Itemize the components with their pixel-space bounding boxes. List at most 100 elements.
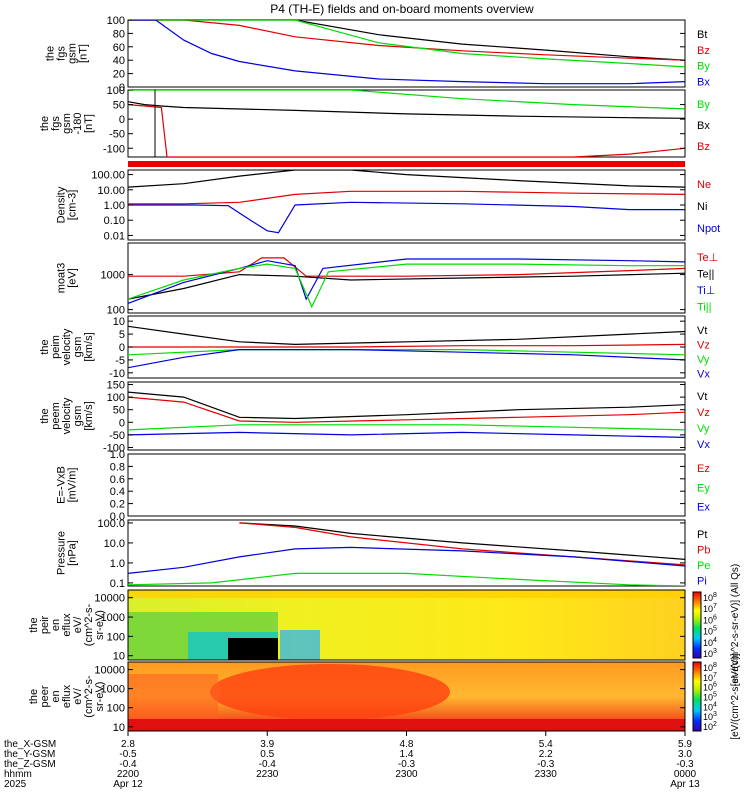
legend-Ez: Ez — [697, 463, 710, 475]
colorbar-tick: 103 — [703, 711, 717, 722]
legend-Ti⊥: Ti⊥ — [697, 285, 715, 297]
panel-frame — [127, 242, 686, 314]
legend-Pe: Pe — [697, 560, 710, 572]
ytick-label: 100 — [107, 15, 125, 27]
legend-Vt: Vt — [697, 325, 707, 337]
legend-By: By — [697, 99, 710, 111]
series-Vx — [128, 431, 685, 438]
series-Npot — [128, 201, 685, 234]
xtick-label: Apr 13 — [670, 779, 700, 790]
ytick-label: 100 — [107, 631, 125, 643]
colorbar-tick: 106 — [703, 682, 717, 693]
xaxis-row-label: the_X-GSM — [4, 739, 56, 750]
ytick-label: 0.01 — [104, 230, 125, 242]
series-Te|| — [128, 272, 685, 300]
ytick-label: 10.00 — [97, 185, 125, 197]
ylabel-line: [mV/m] — [67, 468, 79, 503]
ytick-label: -50 — [109, 430, 125, 442]
ytick-label: -50 — [109, 129, 125, 141]
ytick-label: -100 — [103, 143, 125, 155]
heatmap-band — [128, 590, 685, 598]
ylabel-line: the — [39, 408, 51, 423]
legend-Ex: Ex — [697, 502, 710, 514]
legend-Ti||: Ti|| — [697, 302, 711, 314]
colorbar-tick: 104 — [703, 637, 717, 648]
ylabel-line: moat3 — [56, 263, 68, 294]
xtick-label: 2230 — [256, 769, 279, 780]
ytick-label: 0 — [119, 417, 125, 429]
panel-frame — [127, 89, 686, 158]
ylabel-line: gsm — [72, 337, 84, 358]
legend-Vx: Vx — [697, 369, 710, 381]
colorbar-label: [eV/(cm^2-s-sr-eV)] — [730, 653, 741, 740]
series-Ne — [128, 190, 685, 205]
series-Vx — [128, 349, 685, 369]
legend-Vt: Vt — [697, 391, 707, 403]
legend-Ni: Ni — [697, 201, 707, 213]
xaxis-row-label: the_Y-GSM — [4, 749, 55, 760]
ytick-label: 150 — [107, 380, 125, 392]
panel-10: 10000 1000 100 10 the peer en eflux eV/(cm^2-s-s… — [28, 661, 686, 734]
ylabel-line: the — [39, 339, 51, 354]
ylabel-line: the — [45, 46, 57, 61]
ytick-label: 0.2 — [110, 499, 125, 511]
ytick-label: -5 — [115, 355, 125, 367]
legend-Vy: Vy — [697, 423, 710, 435]
colorbar-tick: 108 — [703, 662, 717, 673]
ytick-label: 100 — [107, 305, 125, 317]
legend-Bz: Bz — [697, 45, 710, 57]
ylabel-line: gsm — [72, 406, 84, 427]
legend-Pt: Pt — [697, 529, 707, 541]
ytick-label: 0.8 — [110, 461, 125, 473]
ytick-label: 0.10 — [104, 215, 125, 227]
series-Bt — [128, 20, 685, 61]
panel-3: 100.00 10.00 1.00 0.10 0.01 Density [cm-3] Ne Ni… — [56, 169, 720, 242]
ylabel-line: peim — [50, 335, 62, 359]
legend-Bz: Bz — [697, 141, 710, 153]
legend-Vx: Vx — [697, 439, 710, 451]
ylabel-line: eflux — [61, 684, 73, 708]
xtick-label: -0.3 — [398, 759, 416, 770]
xtick-label: 2.8 — [121, 739, 135, 750]
panel-frame — [127, 453, 686, 517]
ytick-label: 50 — [113, 405, 125, 417]
ytick-label: 60 — [113, 42, 125, 54]
ytick-label: -100 — [103, 442, 125, 454]
ylabel-line: [km/s] — [83, 332, 95, 361]
ylabel-line: gsm — [61, 113, 73, 134]
xaxis-row-label: the_Z-GSM — [4, 759, 56, 770]
xtick-label: 3.0 — [678, 749, 692, 760]
legend-Vz: Vz — [697, 407, 710, 419]
ytick-label: 0.6 — [110, 474, 125, 486]
ylabel-line: [nPa] — [67, 540, 79, 566]
figure-title: P4 (TH-E) fields and on-board moments ov… — [270, 2, 534, 16]
ylabel-line: peir — [39, 615, 51, 634]
series-Vt — [128, 325, 685, 346]
series-By — [128, 20, 685, 68]
ylabel-line: sr-eV) — [94, 682, 106, 712]
panel-2: 100 50 0 -50 -100 the fgs gsm -180 [nT] By Bx Bz — [39, 85, 710, 167]
ylabel-line: peem — [50, 402, 62, 430]
ytick-label: 10.0 — [104, 538, 125, 550]
ytick-label: 0.4 — [110, 486, 125, 498]
ylabel-line: en — [50, 619, 62, 631]
ytick-label: 1.00 — [104, 200, 125, 212]
series-Pe — [128, 572, 685, 586]
series-Vt — [128, 391, 685, 420]
ylabel-line: (cm^2-s- — [83, 675, 95, 718]
legend-Te⊥: Te⊥ — [697, 252, 718, 264]
ylabel-line: eV/ — [72, 687, 84, 704]
xtick-label: 5.9 — [678, 739, 692, 750]
xaxis-row-label: hhmm — [4, 769, 32, 780]
legend-Vy: Vy — [697, 354, 710, 366]
series-Pt — [239, 522, 685, 560]
ylabel-line: fgs — [56, 46, 68, 61]
ytick-label: 1000 — [101, 684, 125, 696]
legend-Ne: Ne — [697, 179, 711, 191]
legend-Te||: Te|| — [697, 269, 714, 281]
xtick-label: 1.4 — [400, 749, 414, 760]
